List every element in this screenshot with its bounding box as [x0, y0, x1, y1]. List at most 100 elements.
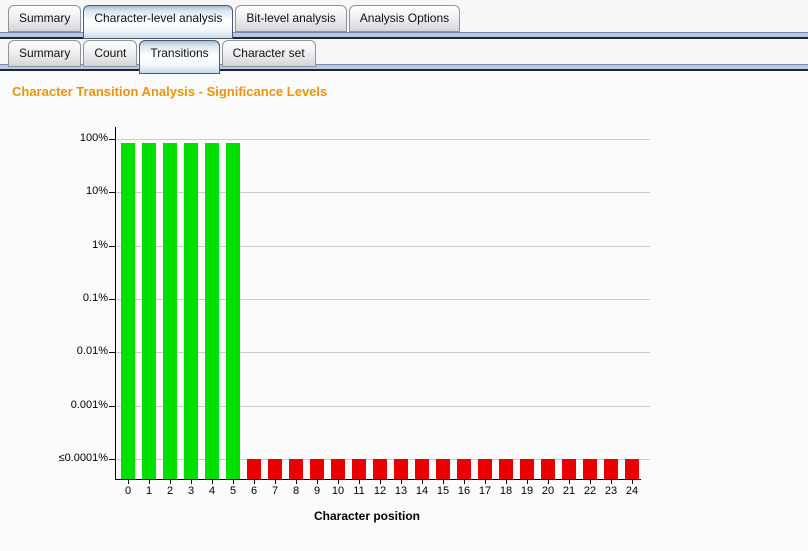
- x-tick-label: 3: [187, 485, 195, 497]
- bar-not-significant: [415, 458, 429, 479]
- x-tick-label: 22: [583, 485, 597, 497]
- x-tick-label: 9: [313, 485, 321, 497]
- y-axis-tick: [109, 298, 115, 300]
- x-axis-tick: [548, 479, 549, 484]
- x-tick-label: 21: [562, 485, 576, 497]
- x-tick-label: 10: [331, 485, 345, 497]
- secondary-tab-count[interactable]: Count: [83, 40, 138, 67]
- gridline: [116, 245, 650, 247]
- primary-tab-summary[interactable]: Summary: [8, 5, 82, 32]
- x-axis-title: Character position: [313, 509, 421, 523]
- x-axis-tick: [170, 479, 171, 484]
- bar-not-significant: [289, 458, 303, 479]
- x-axis-tick: [254, 479, 255, 484]
- bar-significant: [142, 142, 156, 479]
- y-tick-label: 10%: [85, 185, 108, 198]
- secondary-tab-transitions[interactable]: Transitions: [139, 40, 220, 74]
- bar-not-significant: [457, 458, 471, 479]
- primary-tab-bar: Summary Character-level analysis Bit-lev…: [8, 5, 461, 39]
- bar-not-significant: [541, 458, 555, 479]
- bar-not-significant: [331, 458, 345, 479]
- bar-not-significant: [352, 458, 366, 479]
- y-axis-line: [115, 127, 116, 479]
- bar-not-significant: [499, 458, 513, 479]
- x-tick-label: 24: [625, 485, 639, 497]
- x-axis-tick: [527, 479, 528, 484]
- x-tick-label: 17: [478, 485, 492, 497]
- x-tick-label: 15: [436, 485, 450, 497]
- x-axis-tick: [401, 479, 402, 484]
- bar-significant: [121, 142, 135, 479]
- x-axis-tick: [296, 479, 297, 484]
- x-axis-line: [115, 479, 641, 480]
- bar-not-significant: [268, 458, 282, 479]
- bar-not-significant: [394, 458, 408, 479]
- chart: 100% 10% 1% 0.1% 0.01% 0.001% ≤0.0001% 0 1 2 3 4 5 6 7…: [0, 71, 808, 551]
- bar-not-significant: [310, 458, 324, 479]
- x-tick-label: 0: [124, 485, 132, 497]
- x-tick-label: 1: [145, 485, 153, 497]
- primary-tab-character-level-analysis[interactable]: Character-level analysis: [83, 5, 234, 39]
- content-panel: Character Transition Analysis - Signific…: [0, 71, 808, 551]
- x-axis-tick: [506, 479, 507, 484]
- x-tick-label: 19: [520, 485, 534, 497]
- x-axis-tick: [359, 479, 360, 484]
- primary-tab-bit-level-analysis[interactable]: Bit-level analysis: [235, 5, 347, 32]
- gridline: [116, 352, 650, 354]
- x-axis-tick: [464, 479, 465, 484]
- bar-not-significant: [478, 458, 492, 479]
- bar-significant: [205, 142, 219, 479]
- x-axis-tick: [611, 479, 612, 484]
- page-title: Character Transition Analysis - Signific…: [12, 84, 328, 99]
- secondary-tab-divider: [0, 64, 808, 71]
- x-axis-tick: [485, 479, 486, 484]
- x-tick-label: 5: [229, 485, 237, 497]
- y-axis-tick: [109, 405, 115, 407]
- bar-not-significant: [373, 458, 387, 479]
- y-axis-tick: [109, 192, 115, 194]
- x-axis-tick: [128, 479, 129, 484]
- bar-significant: [226, 142, 240, 479]
- bar-not-significant: [436, 458, 450, 479]
- y-tick-label: 0.001%: [70, 398, 108, 411]
- x-tick-label: 7: [271, 485, 279, 497]
- secondary-tab-character-set[interactable]: Character set: [221, 40, 316, 67]
- x-tick-label: 8: [292, 485, 300, 497]
- bar-not-significant: [247, 458, 261, 479]
- x-tick-label: 20: [541, 485, 555, 497]
- bar-not-significant: [520, 458, 534, 479]
- y-axis-tick: [109, 139, 115, 140]
- secondary-tab-summary[interactable]: Summary: [8, 40, 82, 67]
- x-axis-tick: [422, 479, 423, 484]
- x-tick-label: 4: [208, 485, 216, 497]
- bar-significant: [184, 142, 198, 479]
- y-axis-tick: [109, 352, 115, 354]
- y-tick-label: 1%: [92, 238, 108, 251]
- gridline: [116, 405, 650, 407]
- bar-not-significant: [583, 458, 597, 479]
- x-axis-tick: [590, 479, 591, 484]
- x-tick-label: 6: [250, 485, 258, 497]
- bar-not-significant: [625, 458, 639, 479]
- x-tick-label: 14: [415, 485, 429, 497]
- x-axis-tick: [632, 479, 633, 484]
- x-axis-tick: [275, 479, 276, 484]
- x-axis-tick: [317, 479, 318, 484]
- y-axis-tick: [109, 458, 115, 460]
- bar-not-significant: [562, 458, 576, 479]
- y-tick-label: ≤0.0001%: [58, 451, 108, 464]
- gridline: [116, 298, 650, 300]
- x-axis-tick: [443, 479, 444, 484]
- y-tick-label: 100%: [79, 132, 108, 144]
- x-axis-tick: [212, 479, 213, 484]
- x-tick-label: 12: [373, 485, 387, 497]
- bar-not-significant: [604, 458, 618, 479]
- x-tick-label: 11: [353, 485, 365, 497]
- secondary-tab-bar: Summary Count Transitions Character set: [8, 40, 316, 74]
- gridline: [116, 139, 650, 140]
- x-axis-tick: [191, 479, 192, 484]
- x-tick-label: 23: [604, 485, 618, 497]
- primary-tab-analysis-options[interactable]: Analysis Options: [348, 5, 461, 32]
- gridline: [116, 192, 650, 194]
- x-axis-tick: [380, 479, 381, 484]
